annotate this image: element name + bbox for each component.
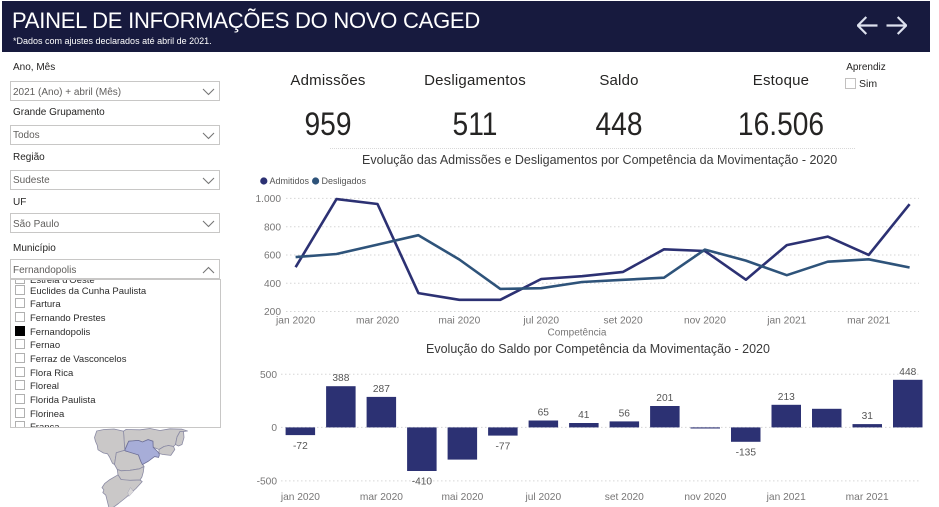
svg-text:-410: -410 [412,477,433,488]
svg-text:nov 2020: nov 2020 [684,316,726,327]
svg-text:mar 2020: mar 2020 [356,316,399,327]
svg-text:41: 41 [578,410,590,421]
svg-text:400: 400 [264,279,281,290]
svg-text:31: 31 [862,411,874,422]
svg-text:mar 2021: mar 2021 [846,492,889,503]
svg-text:-72: -72 [293,441,308,452]
svg-text:65: 65 [538,408,550,419]
svg-text:mai 2020: mai 2020 [438,316,480,327]
svg-text:mar 2021: mar 2021 [847,316,890,327]
svg-text:jul 2020: jul 2020 [524,492,561,503]
svg-text:213: 213 [778,392,795,403]
svg-text:287: 287 [373,384,390,395]
svg-text:nov 2020: nov 2020 [684,492,726,503]
svg-text:388: 388 [332,373,349,384]
svg-text:Admitidos: Admitidos [270,176,310,186]
svg-text:200: 200 [264,307,281,318]
svg-text:mar 2020: mar 2020 [360,492,403,503]
svg-text:-77: -77 [496,441,511,452]
svg-text:jan 2020: jan 2020 [280,492,320,503]
svg-text:jan 2020: jan 2020 [275,316,315,327]
svg-text:448: 448 [899,367,916,378]
svg-text:jul 2020: jul 2020 [522,316,559,327]
svg-text:-500: -500 [257,477,278,488]
svg-text:600: 600 [264,251,281,262]
svg-text:800: 800 [264,222,281,233]
svg-text:Competência: Competência [548,328,607,339]
svg-text:500: 500 [260,370,277,381]
svg-text:set 2020: set 2020 [604,316,643,327]
svg-text:201: 201 [656,393,673,404]
svg-text:mai 2020: mai 2020 [441,492,483,503]
svg-text:jan 2021: jan 2021 [766,492,806,503]
svg-text:set 2020: set 2020 [605,492,644,503]
svg-text:Desligados: Desligados [322,176,367,186]
svg-text:jan 2021: jan 2021 [766,316,806,327]
svg-text:56: 56 [619,408,631,419]
svg-text:-135: -135 [736,448,757,459]
svg-text:0: 0 [271,423,277,434]
svg-text:1.000: 1.000 [256,194,282,205]
